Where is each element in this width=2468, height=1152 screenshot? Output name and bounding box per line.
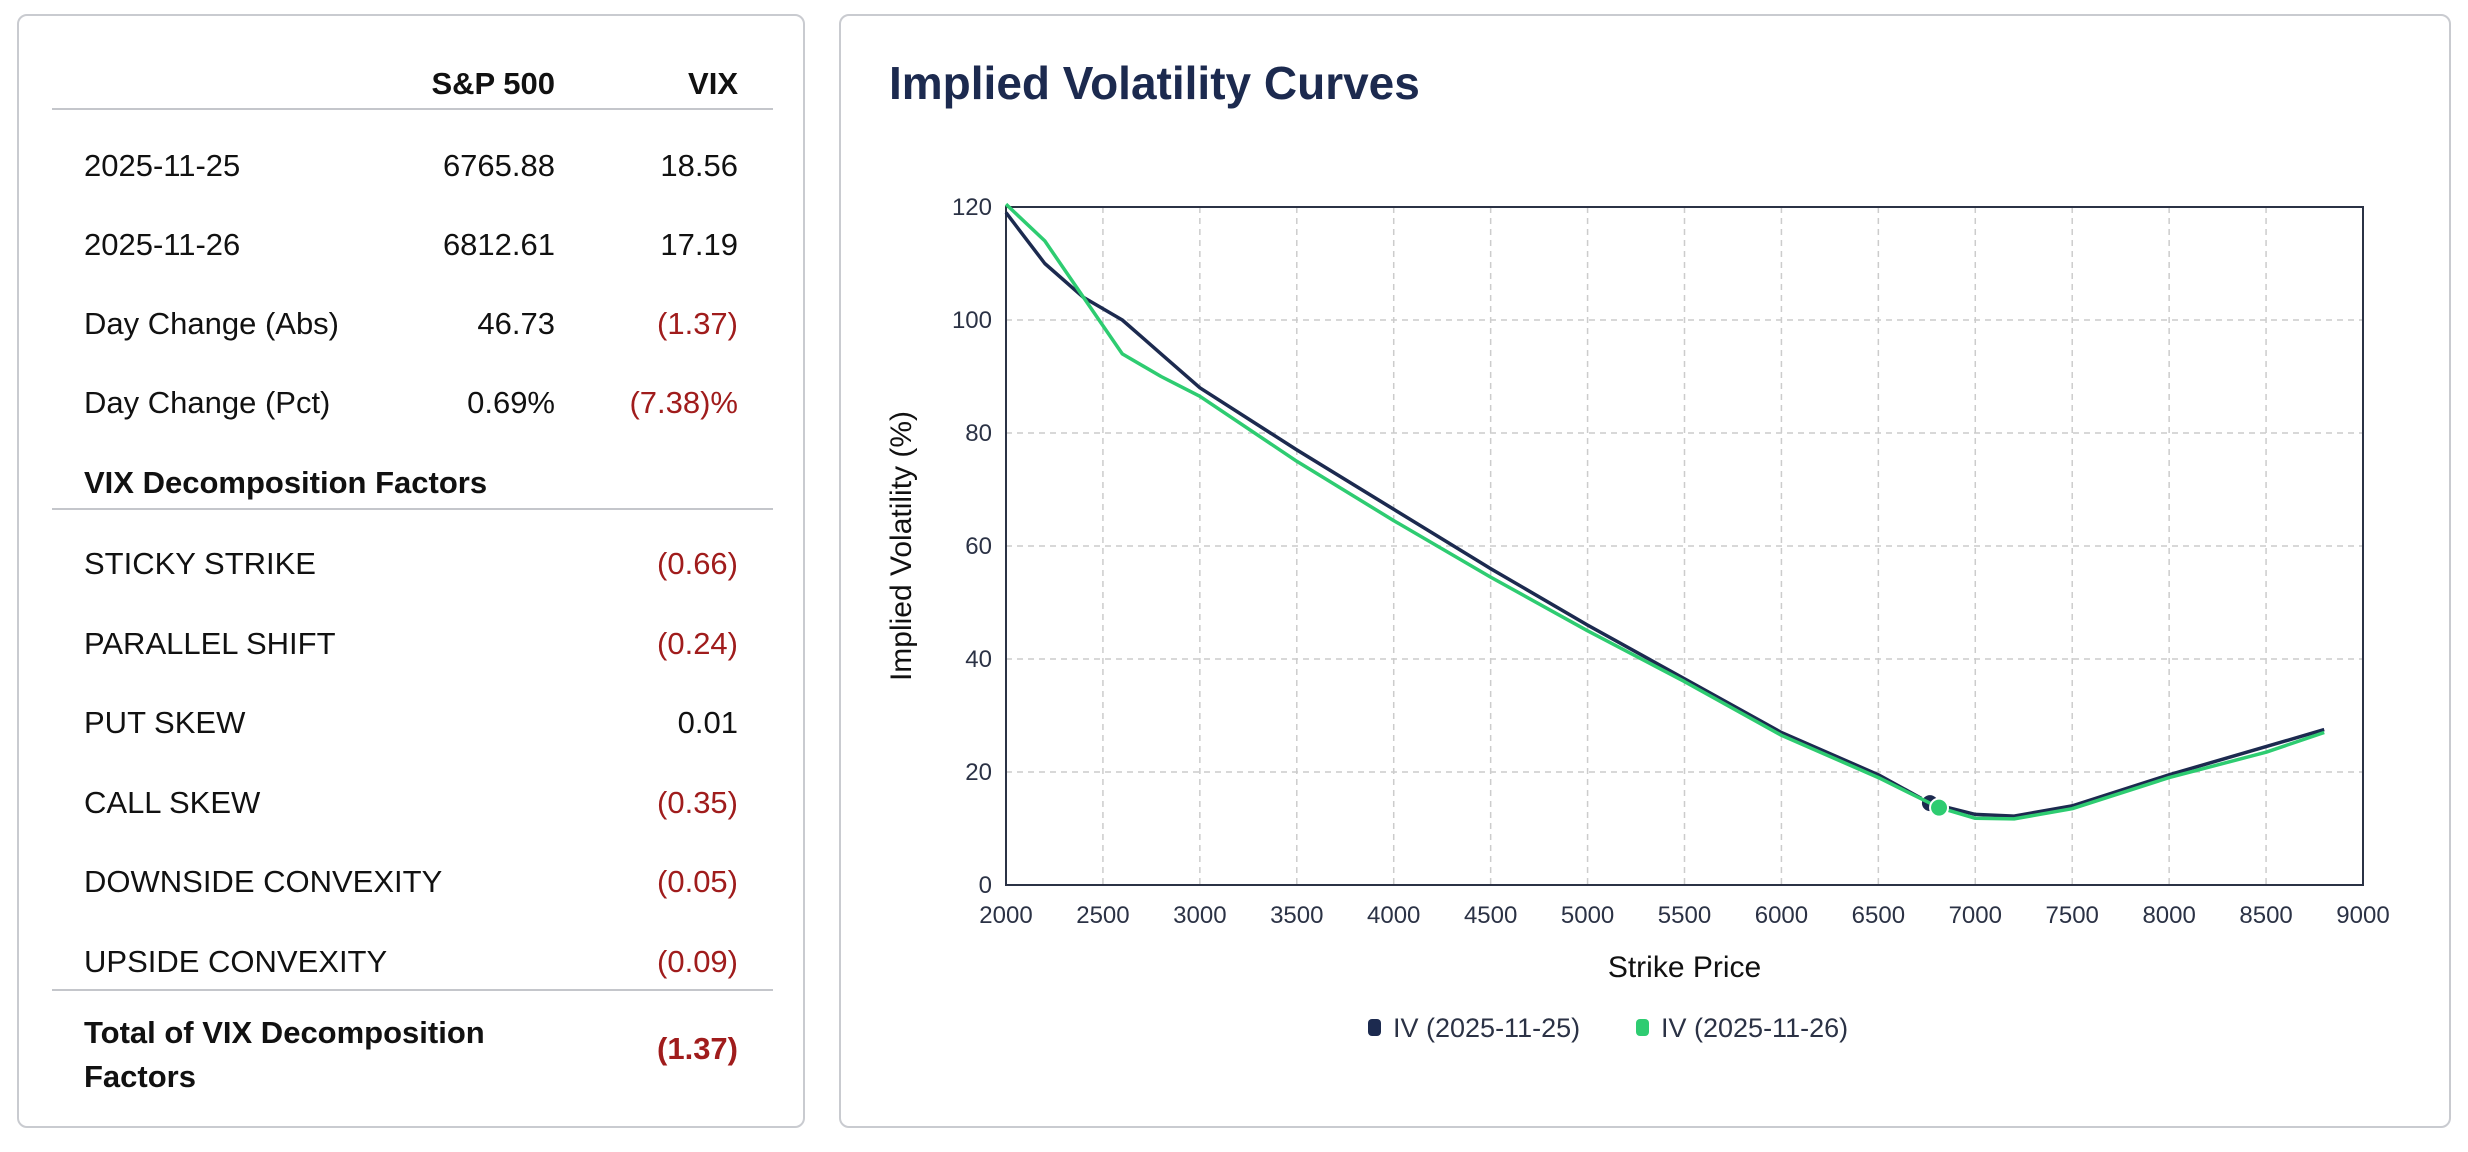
legend-swatch-1 <box>1368 1019 1381 1036</box>
factor-label: CALL SKEW <box>84 784 261 820</box>
factor-label: STICKY STRIKE <box>84 546 316 581</box>
table-row: Day Change (Abs) 46.73 (1.37) <box>19 294 803 354</box>
y-tick-label: 120 <box>952 194 992 221</box>
factor-row: DOWNSIDE CONVEXITY (0.05) <box>19 852 803 912</box>
plot-frame <box>1005 206 2364 886</box>
series-line-2 <box>1004 202 2325 821</box>
factor-label: PARALLEL SHIFT <box>84 625 336 661</box>
table-row: 2025-11-26 6812.61 17.19 <box>19 215 803 275</box>
factors-heading-text: VIX Decomposition Factors <box>84 465 488 500</box>
y-tick-label: 40 <box>965 646 992 673</box>
factor-label: PUT SKEW <box>84 705 246 740</box>
total-value: (1.37) <box>657 1031 738 1066</box>
spx-value: 0.69% <box>467 385 555 420</box>
header-vix: VIX <box>688 66 738 101</box>
y-tick-label: 100 <box>952 307 992 334</box>
x-tick-label: 8000 <box>2142 902 2195 929</box>
vix-value: 17.19 <box>660 227 738 262</box>
iv-chart: 2000 2500 3000 3500 4000 4500 5000 5500 6000 6500… <box>885 194 2390 1043</box>
x-tick-label: 3500 <box>1270 902 1323 929</box>
x-tick-label: 3000 <box>1173 902 1226 929</box>
factor-value: (0.05) <box>657 864 738 899</box>
x-tick-label: 6000 <box>1755 902 1808 929</box>
x-tick-label: 7000 <box>1949 902 2002 929</box>
x-tick-label: 4500 <box>1464 902 1517 929</box>
factor-label: DOWNSIDE CONVEXITY <box>84 864 443 899</box>
row-label: Day Change (Abs) <box>84 306 340 341</box>
factor-value: (0.09) <box>657 943 738 979</box>
row-label: 2025-11-26 <box>84 227 241 262</box>
x-tick-label: 8500 <box>2239 902 2292 929</box>
x-tick-label: 2000 <box>979 902 1032 929</box>
legend-swatch-2 <box>1636 1019 1649 1036</box>
x-tick-label: 6500 <box>1852 902 1905 929</box>
y-tick-label: 80 <box>965 420 992 447</box>
factor-row: PARALLEL SHIFT (0.24) <box>19 614 803 674</box>
legend-label-1: IV (2025-11-25) <box>1393 1013 1580 1043</box>
legend-label-2: IV (2025-11-26) <box>1661 1013 1848 1043</box>
factor-value: (0.24) <box>657 625 738 661</box>
x-tick-label: 5500 <box>1658 902 1711 929</box>
spx-value: 46.73 <box>477 306 555 341</box>
x-axis-label: Strike Price <box>1608 951 1761 984</box>
y-axis-label: Implied Volatility (%) <box>885 411 918 681</box>
factor-row: STICKY STRIKE (0.66) <box>19 534 803 594</box>
factor-value: (0.66) <box>657 546 738 581</box>
vix-value: (7.38)% <box>629 385 738 420</box>
chart-title: Implied Volatility Curves <box>889 57 1420 109</box>
iv-chart-panel: Implied Volatility Curves 2000 2500 3000 35… <box>839 14 2451 1128</box>
y-tick-label: 20 <box>965 759 992 786</box>
x-tick-label: 7500 <box>2046 902 2099 929</box>
factor-row: PUT SKEW 0.01 <box>19 693 803 753</box>
factor-row: CALL SKEW (0.35) <box>19 773 803 833</box>
y-tick-label: 60 <box>965 533 992 560</box>
row-label: 2025-11-25 <box>84 148 241 183</box>
table-row: Day Change (Pct) 0.69% (7.38)% <box>19 373 803 433</box>
vix-value: (1.37) <box>657 306 738 341</box>
vix-value: 18.56 <box>660 148 738 183</box>
total-row: Total of VIX Decomposition Factors (1.37… <box>19 1011 803 1101</box>
total-label: Total of VIX Decomposition Factors <box>84 1015 485 1094</box>
x-tick-label: 5000 <box>1561 902 1614 929</box>
table-row: 2025-11-25 6765.88 18.56 <box>19 136 803 196</box>
table-header: S&P 500 VIX <box>19 54 803 114</box>
spx-value: 6812.61 <box>442 227 555 262</box>
market-summary-table: S&P 500 VIX 2025-11-25 6765.88 18.56 2025… <box>17 14 805 1128</box>
row-label: Day Change (Pct) <box>84 385 331 420</box>
divider <box>52 989 773 991</box>
factor-label: UPSIDE CONVEXITY <box>84 943 388 979</box>
spot-marker-2 <box>1929 797 1950 818</box>
factors-heading: VIX Decomposition Factors <box>19 453 803 513</box>
factor-value: (0.35) <box>657 784 738 820</box>
divider <box>52 508 773 510</box>
y-tick-label: 0 <box>979 872 992 899</box>
factor-value: 0.01 <box>677 705 738 740</box>
x-tick-label: 2500 <box>1076 902 1129 929</box>
spx-value: 6765.88 <box>442 148 555 183</box>
x-tick-label: 4000 <box>1367 902 1420 929</box>
divider <box>52 108 773 110</box>
x-tick-label: 9000 <box>2336 902 2389 929</box>
header-spx: S&P 500 <box>431 66 555 101</box>
factor-row: UPSIDE CONVEXITY (0.09) <box>19 932 803 992</box>
series-line-1 <box>1004 211 2325 818</box>
